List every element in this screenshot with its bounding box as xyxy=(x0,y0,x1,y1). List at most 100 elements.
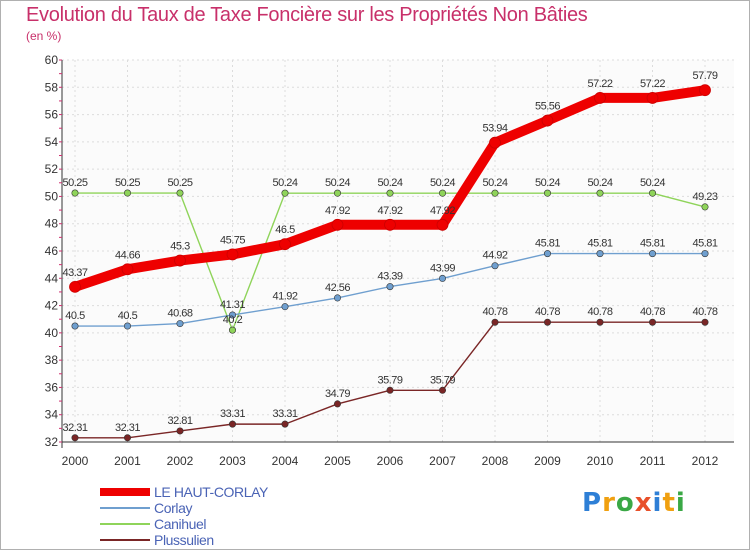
data-label: 45.81 xyxy=(535,238,560,250)
legend-item: LE HAUT-CORLAY xyxy=(100,484,268,500)
data-point xyxy=(436,218,449,231)
y-tick-label: 60 xyxy=(45,53,59,67)
legend-label: LE HAUT-CORLAY xyxy=(154,484,268,500)
data-label: 40.78 xyxy=(535,306,560,318)
data-label: 44.92 xyxy=(482,250,507,262)
series-canihuel xyxy=(71,189,709,334)
legend-label: Corlay xyxy=(154,500,193,516)
x-tick-label: 2005 xyxy=(324,454,351,468)
x-tick-label: 2003 xyxy=(219,454,246,468)
data-label: 50.25 xyxy=(115,177,140,189)
data-label: 42.56 xyxy=(325,282,350,294)
data-point xyxy=(69,280,81,293)
y-tick-label: 32 xyxy=(45,435,59,449)
chart-title: Evolution du Taux de Taxe Foncière sur l… xyxy=(26,4,588,26)
x-tick-label: 2002 xyxy=(167,454,194,468)
data-point xyxy=(71,322,79,330)
data-label: 44.66 xyxy=(115,249,140,261)
legend-label: Canihuel xyxy=(154,516,207,532)
data-label: 50.24 xyxy=(272,177,297,189)
data-point xyxy=(386,189,394,197)
data-point xyxy=(701,318,709,326)
data-point xyxy=(648,318,656,326)
legend-item: Canihuel xyxy=(100,516,268,532)
data-label: 43.39 xyxy=(377,271,402,283)
data-point xyxy=(176,189,184,197)
x-tick-label: 2000 xyxy=(62,454,89,468)
legend-item: Plussulien xyxy=(100,532,268,548)
x-tick-label: 2012 xyxy=(692,454,719,468)
data-label: 40.78 xyxy=(692,306,717,318)
logo-letter: P xyxy=(582,488,603,518)
data-label: 53.94 xyxy=(482,123,507,135)
y-tick-label: 42 xyxy=(45,299,59,313)
data-point xyxy=(491,189,499,197)
data-point xyxy=(646,92,659,104)
data-point xyxy=(648,189,656,197)
data-label: 32.81 xyxy=(167,415,192,427)
logo-letter: i xyxy=(675,488,686,518)
data-label: 40.5 xyxy=(118,310,138,322)
x-tick-label: 2011 xyxy=(640,454,666,468)
data-label: 40.68 xyxy=(167,308,192,320)
data-label: 47.92 xyxy=(430,205,455,217)
data-label: 45.75 xyxy=(220,234,245,246)
data-point xyxy=(71,189,79,197)
data-label: 45.81 xyxy=(640,238,665,250)
data-point xyxy=(226,248,239,261)
data-label: 47.92 xyxy=(377,205,402,217)
data-point xyxy=(124,434,132,442)
data-label: 55.56 xyxy=(535,101,560,113)
x-tick-label: 2008 xyxy=(482,454,509,468)
data-label: 40.78 xyxy=(640,306,665,318)
data-point xyxy=(281,420,289,428)
legend-swatch xyxy=(100,488,150,496)
data-point xyxy=(71,434,79,442)
data-label: 50.25 xyxy=(167,177,192,189)
data-point xyxy=(229,311,237,319)
data-label: 35.79 xyxy=(430,374,455,386)
data-label: 41.92 xyxy=(272,291,297,303)
data-point xyxy=(121,263,134,276)
logo-letter: t xyxy=(662,488,676,518)
data-label: 40.78 xyxy=(482,306,507,318)
data-label: 33.31 xyxy=(272,408,297,420)
data-point xyxy=(491,262,499,270)
data-point xyxy=(333,294,341,302)
data-label: 50.24 xyxy=(587,177,612,189)
data-label: 50.24 xyxy=(535,177,560,189)
data-point xyxy=(333,189,341,197)
y-tick-label: 50 xyxy=(45,189,59,203)
logo-letter: i xyxy=(652,488,663,518)
data-point xyxy=(594,92,606,104)
data-point xyxy=(648,250,656,258)
series-corlay xyxy=(71,250,709,330)
x-tick-label: 2004 xyxy=(272,454,299,468)
data-label: 40.78 xyxy=(587,306,612,318)
logo-letter: x xyxy=(634,488,653,518)
y-tick-label: 40 xyxy=(45,326,59,340)
x-tick-label: 2009 xyxy=(534,454,561,468)
data-label: 43.99 xyxy=(430,262,455,274)
legend-item: Corlay xyxy=(100,500,268,516)
data-label: 49.23 xyxy=(692,191,717,203)
y-tick-label: 54 xyxy=(45,135,59,149)
chart-subtitle: (en %) xyxy=(26,29,62,43)
y-tick-label: 36 xyxy=(45,380,59,394)
legend-swatch xyxy=(100,539,150,541)
data-label: 45.3 xyxy=(170,241,190,253)
data-point xyxy=(596,189,604,197)
data-label: 33.31 xyxy=(220,408,245,420)
x-tick-label: 2006 xyxy=(377,454,404,468)
data-point xyxy=(701,203,709,211)
data-label: 50.24 xyxy=(482,177,507,189)
series-le-haut-corlay xyxy=(69,84,711,293)
x-tick-label: 2001 xyxy=(114,454,141,468)
data-point xyxy=(331,218,344,231)
data-label: 34.79 xyxy=(325,388,350,400)
data-point xyxy=(541,114,554,127)
data-label: 57.79 xyxy=(692,70,717,82)
data-point xyxy=(543,250,551,258)
data-point xyxy=(438,386,446,394)
data-point xyxy=(229,326,237,334)
